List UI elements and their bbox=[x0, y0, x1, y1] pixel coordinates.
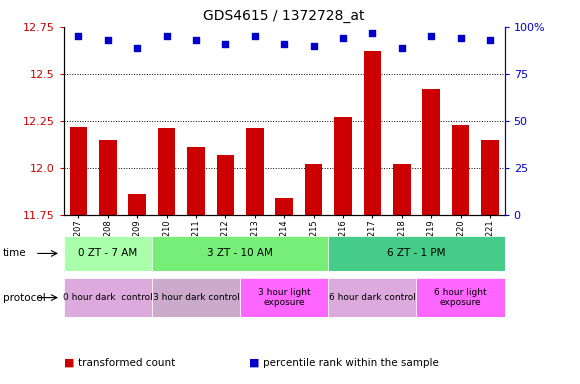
Point bbox=[485, 37, 495, 43]
Point bbox=[426, 33, 436, 40]
Point bbox=[397, 45, 407, 51]
Point bbox=[191, 37, 201, 43]
Text: ■: ■ bbox=[64, 358, 74, 368]
Title: GDS4615 / 1372728_at: GDS4615 / 1372728_at bbox=[204, 9, 365, 23]
Text: 3 ZT - 10 AM: 3 ZT - 10 AM bbox=[207, 248, 273, 258]
Point bbox=[338, 35, 347, 41]
Bar bbox=[240, 278, 328, 317]
Point bbox=[368, 30, 377, 36]
Text: 3 hour dark control: 3 hour dark control bbox=[153, 293, 240, 302]
Bar bbox=[158, 129, 176, 384]
Text: 6 hour dark control: 6 hour dark control bbox=[329, 293, 416, 302]
Point bbox=[133, 45, 142, 51]
Point bbox=[456, 35, 465, 41]
Point bbox=[309, 43, 318, 49]
Text: 6 hour light
exposure: 6 hour light exposure bbox=[434, 288, 487, 307]
Bar bbox=[304, 164, 322, 384]
Bar bbox=[481, 140, 499, 384]
Bar bbox=[276, 198, 293, 384]
Bar bbox=[128, 194, 146, 384]
Point bbox=[221, 41, 230, 47]
Bar bbox=[452, 125, 469, 384]
Bar bbox=[328, 278, 416, 317]
Bar bbox=[422, 89, 440, 384]
Bar bbox=[246, 129, 264, 384]
Text: ■: ■ bbox=[249, 358, 259, 368]
Bar bbox=[216, 155, 234, 384]
Bar bbox=[416, 278, 505, 317]
Bar bbox=[393, 164, 411, 384]
Text: 0 hour dark  control: 0 hour dark control bbox=[63, 293, 153, 302]
Point bbox=[103, 37, 113, 43]
Text: protocol: protocol bbox=[3, 293, 46, 303]
Text: percentile rank within the sample: percentile rank within the sample bbox=[263, 358, 439, 368]
Point bbox=[280, 41, 289, 47]
Text: 3 hour light
exposure: 3 hour light exposure bbox=[258, 288, 310, 307]
Bar bbox=[334, 117, 352, 384]
Bar bbox=[152, 278, 240, 317]
Bar bbox=[152, 236, 328, 271]
Text: time: time bbox=[3, 248, 27, 258]
Point bbox=[162, 33, 171, 40]
Bar bbox=[64, 236, 152, 271]
Text: 0 ZT - 7 AM: 0 ZT - 7 AM bbox=[78, 248, 137, 258]
Bar bbox=[328, 236, 505, 271]
Bar bbox=[364, 51, 381, 384]
Text: transformed count: transformed count bbox=[78, 358, 176, 368]
Text: 6 ZT - 1 PM: 6 ZT - 1 PM bbox=[387, 248, 445, 258]
Bar bbox=[99, 140, 117, 384]
Bar bbox=[187, 147, 205, 384]
Bar bbox=[64, 278, 152, 317]
Bar bbox=[70, 127, 88, 384]
Point bbox=[250, 33, 259, 40]
Point bbox=[74, 33, 83, 40]
